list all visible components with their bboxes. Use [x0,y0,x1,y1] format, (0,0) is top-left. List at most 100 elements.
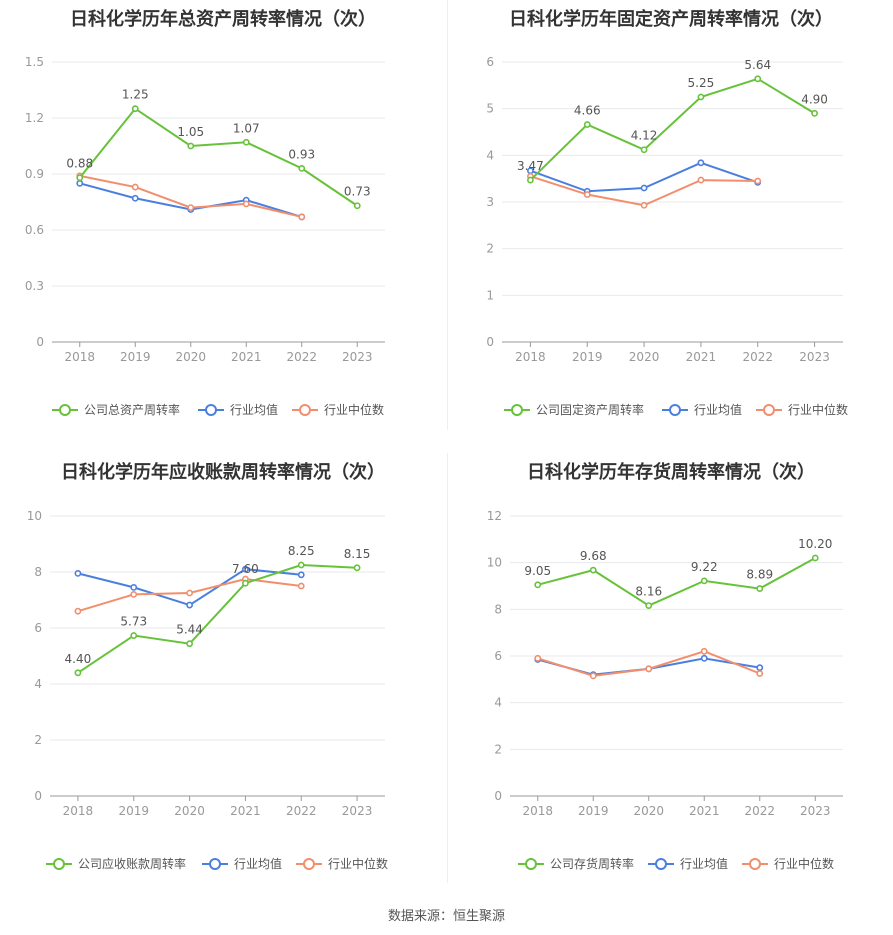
data-point-company[interactable] [186,640,193,648]
chart-panel-fixed-asset-turnover: 日科化学历年固定资产周转率情况（次） 0 1 2 3 4 5 6 2018 2019 2020 20… [448,0,893,453]
legend-label: 行业中位数 [328,856,388,871]
y-tick-label: 0 [34,789,42,803]
legend-item-median[interactable]: 行业中位数 [292,402,384,417]
data-point-company[interactable] [811,554,819,562]
data-point-company[interactable] [130,632,138,639]
data-point-median[interactable] [186,589,193,597]
data-point-company[interactable] [131,105,139,113]
data-point-company[interactable] [534,581,542,589]
data-point-avg[interactable] [640,184,648,192]
data-point-company[interactable] [640,146,648,154]
data-point-company[interactable] [298,164,306,172]
data-point-company[interactable] [589,566,597,574]
data-point-median[interactable] [640,201,648,209]
data-point-median[interactable] [700,647,708,655]
data-point-median[interactable] [242,200,250,208]
y-tick-label: 6 [486,55,494,69]
data-point-median[interactable] [298,213,306,221]
data-point-avg[interactable] [186,601,193,609]
legend-item-median[interactable]: 行业中位数 [742,856,834,871]
legend-item-avg[interactable]: 行业均值 [662,402,742,417]
data-point-avg[interactable] [242,565,249,573]
legend-item-avg[interactable]: 行业均值 [198,402,278,417]
x-tick-label: 2023 [342,804,373,818]
x-tick-label: 2023 [800,804,831,818]
data-point-company[interactable] [187,142,195,150]
data-point-avg[interactable] [131,194,139,202]
data-point-median[interactable] [534,654,542,662]
data-point-company[interactable] [76,174,84,182]
data-point-median[interactable] [754,177,762,185]
data-point-avg[interactable] [76,179,84,187]
data-label: 0.88 [66,157,93,171]
y-tick-label: 1.5 [25,55,44,69]
x-tick-label: 2020 [633,804,664,818]
data-point-company[interactable] [353,202,361,210]
y-tick-label: 2 [494,742,502,756]
x-tick-label: 2021 [686,350,717,364]
data-point-company[interactable] [583,121,591,128]
data-point-company[interactable] [756,585,764,592]
data-point-median[interactable] [645,665,653,673]
data-point-company[interactable] [242,579,249,587]
data-point-company[interactable] [811,109,818,117]
x-tick-label: 2019 [572,350,603,364]
data-point-avg[interactable] [297,571,305,579]
x-tick-label: 2019 [118,804,149,818]
legend-label: 行业中位数 [324,402,384,417]
legend-label: 公司存货周转率 [550,856,634,871]
data-point-company[interactable] [242,138,250,146]
x-tick-label: 2020 [175,350,206,364]
data-point-median[interactable] [583,191,591,198]
data-point-company[interactable] [697,93,705,101]
legend-item-median[interactable]: 行业中位数 [756,402,848,417]
legend-marker [525,858,537,870]
legend-item-avg[interactable]: 行业均值 [648,856,728,871]
legend-item-median[interactable]: 行业中位数 [296,856,388,871]
data-label: 4.40 [65,652,92,666]
data-point-company[interactable] [297,561,305,569]
data-label: 7.60 [232,562,259,576]
x-tick-label: 2022 [286,350,317,364]
data-point-median[interactable] [589,672,597,680]
legend-item-company[interactable]: 公司应收账款周转率 [46,856,186,871]
data-point-avg[interactable] [74,570,82,577]
data-point-median[interactable] [297,582,305,590]
x-tick-label: 2018 [515,350,546,364]
legend-label: 公司固定资产周转率 [536,402,644,417]
y-tick-label: 5 [486,102,494,116]
legend-label: 行业均值 [230,402,278,417]
legend-item-company[interactable]: 公司存货周转率 [518,856,634,871]
data-point-avg[interactable] [700,654,708,662]
legend-label: 公司应收账款周转率 [78,856,186,871]
data-point-company[interactable] [353,564,361,572]
data-point-avg[interactable] [756,664,764,672]
x-tick-label: 2018 [64,350,95,364]
x-tick-label: 2021 [231,350,262,364]
data-point-median[interactable] [756,670,764,677]
x-tick-label: 2021 [230,804,261,818]
data-point-median[interactable] [187,204,195,211]
chart-panel-inventory-turnover: 日科化学历年存货周转率情况（次） 0 2 4 6 8 10 12 2018 2019 2020 20… [448,453,893,906]
data-point-company[interactable] [754,75,762,83]
legend-marker [205,404,217,416]
data-point-avg[interactable] [130,583,138,591]
data-point-avg[interactable] [697,159,705,167]
data-label: 5.64 [744,58,771,72]
legend-item-avg[interactable]: 行业均值 [202,856,282,871]
data-point-median[interactable] [697,176,705,184]
data-point-company[interactable] [645,602,653,609]
data-point-company[interactable] [74,669,82,677]
y-tick-label: 3 [486,195,494,209]
data-point-median[interactable] [74,607,82,615]
chart-panel-total-asset-turnover: 日科化学历年总资产周转率情况（次） 0 0.3 0.6 0.9 1.2 1.5 2018 20… [0,0,446,453]
data-point-company[interactable] [527,176,534,184]
chart-panel-receivables-turnover: 日科化学历年应收账款周转率情况（次） 0 2 4 6 8 10 2018 2019 2020 20… [0,453,446,906]
data-point-median[interactable] [131,183,139,191]
legend-item-company[interactable]: 公司固定资产周转率 [504,402,644,417]
legend-label: 行业中位数 [788,402,848,417]
data-point-median[interactable] [130,590,138,598]
chart-title: 日科化学历年总资产周转率情况（次） [70,9,376,30]
data-point-company[interactable] [700,577,708,585]
legend-item-company[interactable]: 公司总资产周转率 [52,402,180,417]
